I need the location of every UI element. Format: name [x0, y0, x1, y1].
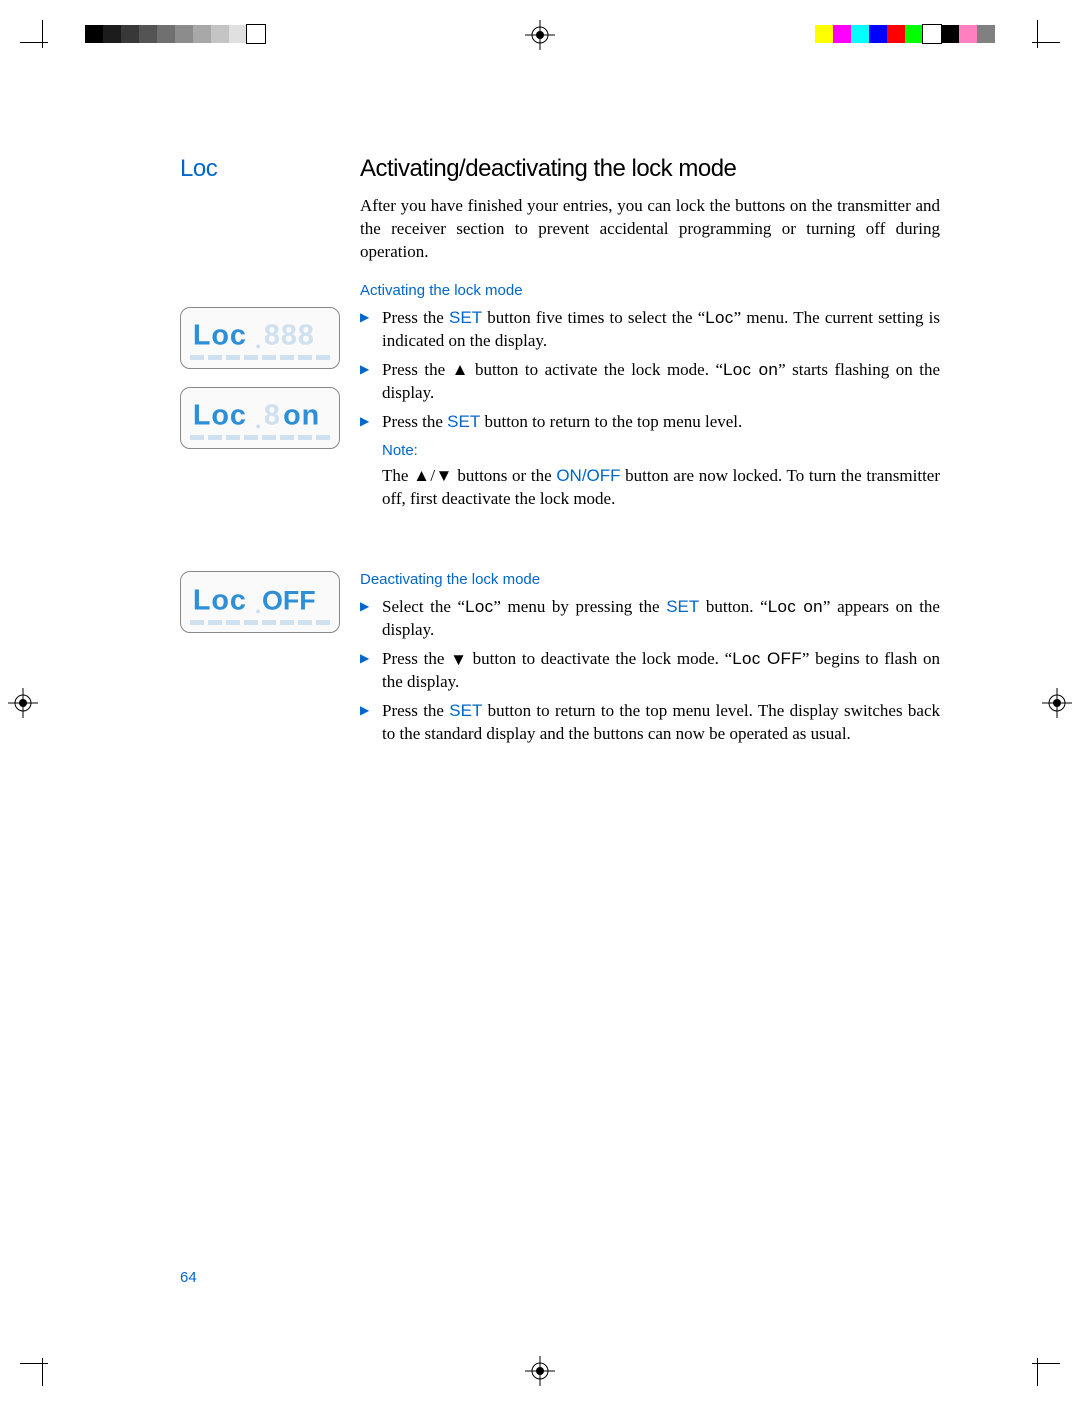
grayscale-ramp-icon	[85, 25, 265, 43]
svg-text:Loc: Loc	[193, 400, 247, 431]
step-item: Press the ▼ button to deactivate the loc…	[360, 648, 940, 695]
registration-mark-icon	[8, 688, 38, 718]
page-content: Loc Activating/deactivating the lock mod…	[180, 155, 940, 752]
up-arrow-icon: ▲	[452, 359, 469, 382]
color-bar-icon	[815, 25, 995, 43]
step-item: Press the SET button five times to selec…	[360, 307, 940, 353]
set-button-label: SET	[666, 597, 699, 616]
svg-text:8: 8	[264, 400, 281, 431]
section-label: Loc	[180, 155, 360, 183]
lcd-panel-loc-on: Loc 8 on	[180, 387, 340, 449]
svg-text:Loc: Loc	[193, 320, 247, 351]
step-item: Select the “Loc” menu by pressing the SE…	[360, 596, 940, 642]
set-button-label: SET	[449, 701, 482, 720]
set-button-label: SET	[449, 308, 482, 327]
deactivating-heading: Deactivating the lock mode	[360, 571, 940, 588]
svg-text:on: on	[283, 400, 320, 431]
registration-mark-icon	[525, 1356, 555, 1386]
note-body: The ▲/▼ buttons or the ON/OFF button are…	[382, 465, 940, 511]
down-arrow-icon: ▼	[450, 649, 467, 672]
up-down-arrow-icon: ▲/▼	[413, 466, 453, 485]
activating-steps: Press the SET button five times to selec…	[360, 307, 940, 434]
page-number: 64	[180, 1269, 197, 1286]
step-item: Press the ▲ button to activate the lock …	[360, 359, 940, 406]
set-button-label: SET	[447, 412, 480, 431]
registration-mark-icon	[525, 20, 555, 50]
svg-text:Loc: Loc	[193, 584, 247, 615]
lcd-panel-loc: Loc 888	[180, 307, 340, 369]
registration-mark-icon	[1042, 688, 1072, 718]
lcd-panel-loc-off: Loc OFF	[180, 571, 340, 633]
onoff-button-label: ON/OFF	[556, 466, 620, 485]
deactivating-steps: Select the “Loc” menu by pressing the SE…	[360, 596, 940, 746]
svg-text:888: 888	[264, 320, 315, 351]
intro-paragraph: After you have finished your entries, yo…	[360, 195, 940, 264]
step-item: Press the SET button to return to the to…	[360, 411, 940, 434]
section-title: Activating/deactivating the lock mode	[360, 155, 940, 183]
activating-heading: Activating the lock mode	[360, 282, 940, 299]
svg-text:OFF: OFF	[262, 585, 316, 615]
note-heading: Note:	[382, 442, 940, 459]
step-item: Press the SET button to return to the to…	[360, 700, 940, 746]
